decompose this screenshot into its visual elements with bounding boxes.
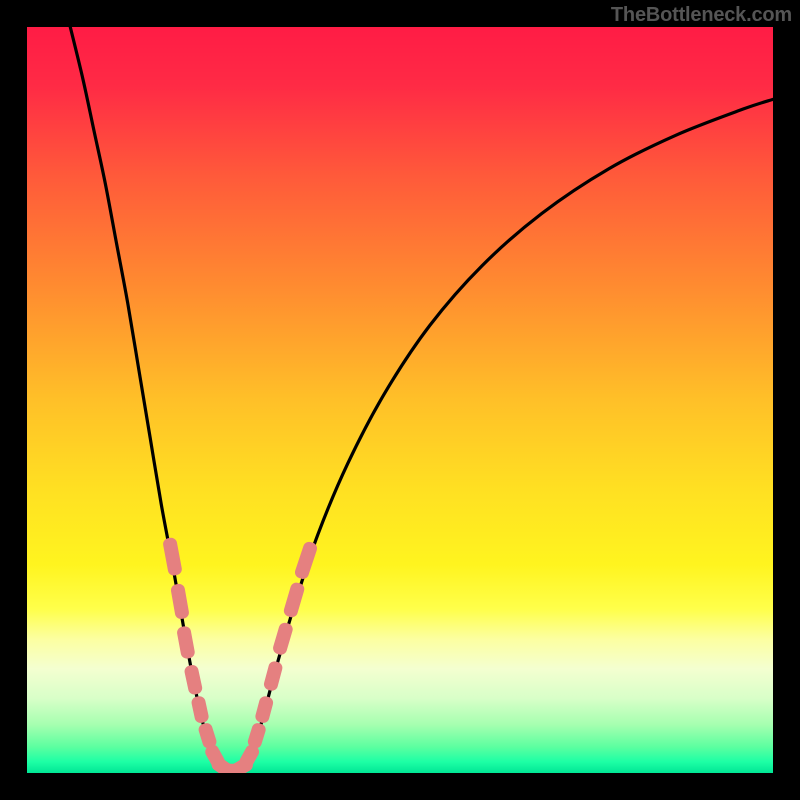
gradient-background	[27, 27, 773, 773]
chart-svg	[27, 27, 773, 773]
outer-frame: TheBottleneck.com	[0, 0, 800, 800]
watermark-text: TheBottleneck.com	[611, 4, 792, 27]
chart-canvas	[27, 27, 773, 773]
